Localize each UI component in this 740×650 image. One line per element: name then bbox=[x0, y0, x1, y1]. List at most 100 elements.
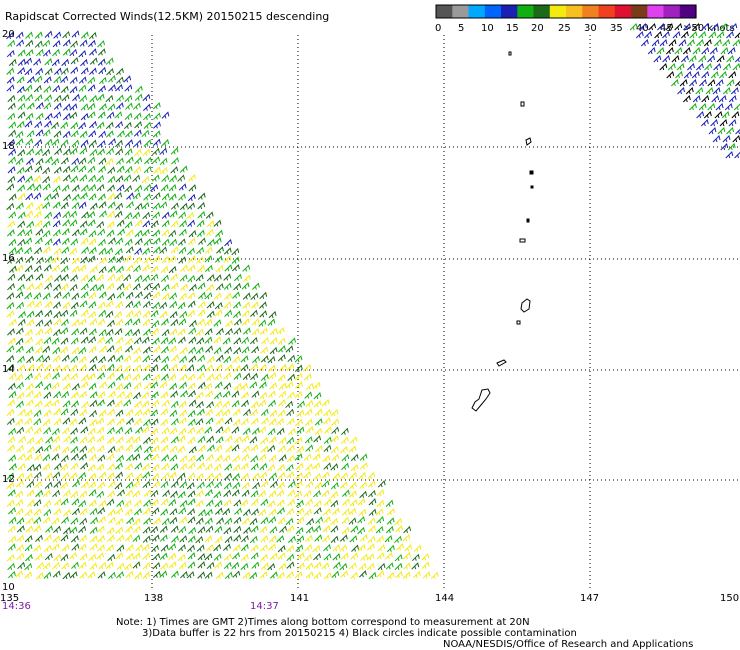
wind-barb bbox=[205, 211, 214, 219]
wind-barb bbox=[260, 346, 269, 354]
wind-barb bbox=[161, 283, 170, 292]
wind-barb bbox=[278, 345, 286, 353]
wind-barb bbox=[43, 76, 52, 84]
wind-barb bbox=[152, 202, 161, 210]
wind-barb bbox=[35, 437, 44, 445]
wind-barb bbox=[132, 328, 141, 337]
wind-barb bbox=[26, 363, 35, 371]
wind-barb bbox=[116, 130, 125, 138]
wind-barb bbox=[87, 427, 96, 436]
wind-barb bbox=[35, 319, 44, 327]
wind-barb bbox=[62, 219, 70, 227]
wind-barb bbox=[735, 80, 740, 87]
colorbar-tick: 20 bbox=[531, 23, 544, 34]
wind-barb bbox=[394, 518, 403, 526]
wind-barb bbox=[267, 318, 276, 326]
wind-barb bbox=[294, 436, 303, 445]
wind-barb bbox=[134, 85, 143, 93]
wind-barb bbox=[682, 95, 691, 103]
wind-barb bbox=[213, 219, 222, 227]
wind-barb bbox=[79, 363, 87, 372]
wind-barb bbox=[376, 552, 385, 560]
wind-barb bbox=[394, 553, 403, 562]
wind-barb bbox=[720, 143, 729, 151]
wind-barb bbox=[16, 381, 24, 390]
wind-barb bbox=[233, 516, 242, 524]
wind-barb bbox=[17, 211, 26, 219]
wind-barb bbox=[151, 399, 160, 407]
wind-barb bbox=[732, 63, 740, 71]
wind-barb bbox=[88, 246, 97, 255]
wind-barb bbox=[87, 274, 96, 283]
wind-barb bbox=[34, 400, 43, 408]
wind-barb bbox=[169, 273, 178, 281]
wind-barb bbox=[250, 552, 259, 560]
wind-barb bbox=[125, 481, 134, 489]
wind-barb bbox=[197, 364, 206, 372]
wind-barb bbox=[142, 355, 151, 363]
wind-barb bbox=[61, 237, 70, 245]
wind-barb bbox=[204, 508, 213, 517]
colorbar-tick: >50 knots bbox=[683, 23, 735, 34]
wind-barb bbox=[114, 462, 123, 470]
wind-barb bbox=[152, 138, 161, 146]
wind-barb bbox=[87, 219, 96, 227]
wind-barb bbox=[206, 283, 214, 292]
wind-barb bbox=[80, 426, 89, 434]
wind-barb bbox=[15, 157, 24, 165]
wind-barb bbox=[205, 364, 214, 372]
wind-barb bbox=[177, 435, 186, 443]
wind-barb bbox=[188, 255, 196, 263]
colorbar-tick: 15 bbox=[506, 23, 519, 34]
wind-barb bbox=[709, 47, 718, 55]
wind-barb bbox=[35, 148, 43, 156]
wind-barb bbox=[26, 129, 35, 138]
wind-barb bbox=[161, 174, 170, 182]
wind-barb bbox=[340, 472, 349, 480]
wind-barb bbox=[205, 453, 214, 462]
wind-barb bbox=[35, 534, 43, 542]
wind-barb bbox=[24, 571, 33, 579]
wind-barb bbox=[260, 373, 269, 382]
wind-barb bbox=[231, 390, 240, 398]
wind-barb bbox=[62, 148, 71, 156]
wind-barb bbox=[260, 498, 269, 506]
wind-barb bbox=[35, 129, 44, 137]
wind-barb bbox=[286, 454, 295, 463]
wind-barb bbox=[233, 301, 241, 309]
wind-barb bbox=[99, 103, 107, 111]
wind-barb bbox=[251, 508, 259, 516]
wind-barb bbox=[170, 525, 179, 533]
wind-barb bbox=[348, 490, 357, 498]
wind-barb bbox=[160, 508, 169, 516]
wind-barb bbox=[224, 553, 232, 561]
wind-barb bbox=[80, 67, 89, 75]
wind-barb bbox=[733, 103, 740, 111]
wind-barb bbox=[105, 300, 114, 308]
wind-barb bbox=[224, 535, 233, 543]
wind-barb bbox=[240, 553, 249, 562]
wind-barb bbox=[42, 39, 51, 47]
wind-barb bbox=[159, 570, 168, 578]
wind-barb bbox=[331, 426, 340, 434]
wind-barb bbox=[61, 93, 70, 102]
wind-barb bbox=[62, 165, 71, 173]
wind-barb bbox=[267, 463, 276, 472]
island-coastlines bbox=[471, 51, 534, 412]
wind-barb bbox=[62, 130, 71, 138]
wind-barb bbox=[675, 71, 683, 79]
wind-barb bbox=[89, 418, 98, 427]
wind-barb bbox=[223, 301, 232, 309]
wind-barb bbox=[8, 516, 17, 524]
colorbar-tick: 10 bbox=[481, 23, 494, 34]
wind-barb bbox=[124, 102, 133, 110]
wind-barb bbox=[656, 47, 665, 55]
wind-barb bbox=[187, 193, 196, 202]
wind-barb bbox=[277, 517, 286, 525]
wind-barb bbox=[232, 570, 241, 578]
wind-barb bbox=[99, 210, 107, 218]
wind-barb bbox=[312, 453, 321, 461]
wind-barb bbox=[36, 561, 44, 570]
wind-barb bbox=[168, 498, 177, 507]
wind-barb bbox=[321, 399, 330, 407]
